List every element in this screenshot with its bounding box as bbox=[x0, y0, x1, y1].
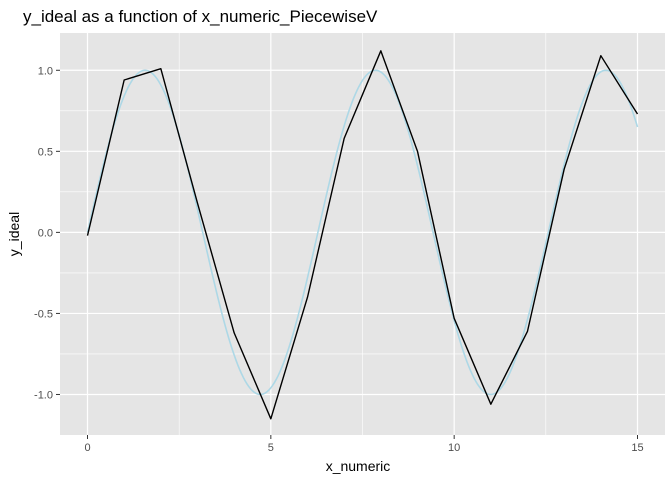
x-tick-label: 10 bbox=[448, 442, 460, 454]
x-axis-title: x_numeric bbox=[326, 458, 391, 474]
x-tick-label: 5 bbox=[268, 442, 274, 454]
y-tick-label: 0.0 bbox=[38, 227, 53, 239]
x-axis: 0 5 10 15 bbox=[84, 435, 644, 454]
y-tick-label: -0.5 bbox=[34, 308, 53, 320]
minor-gridlines bbox=[60, 33, 665, 435]
y-tick-label: 1.0 bbox=[38, 65, 53, 77]
piecewise-line bbox=[86, 50, 639, 420]
y-tick-label: -1.0 bbox=[34, 389, 53, 401]
x-tick-label: 15 bbox=[631, 442, 643, 454]
y-axis: -1.0 -0.5 0.0 0.5 1.0 bbox=[34, 65, 60, 401]
y-tick-label: 0.5 bbox=[38, 146, 53, 158]
chart-title: y_ideal as a function of x_numeric_Piece… bbox=[23, 7, 378, 26]
y-axis-title: y_ideal bbox=[6, 212, 22, 256]
series-layer bbox=[86, 50, 639, 420]
x-tick-label: 0 bbox=[84, 442, 90, 454]
